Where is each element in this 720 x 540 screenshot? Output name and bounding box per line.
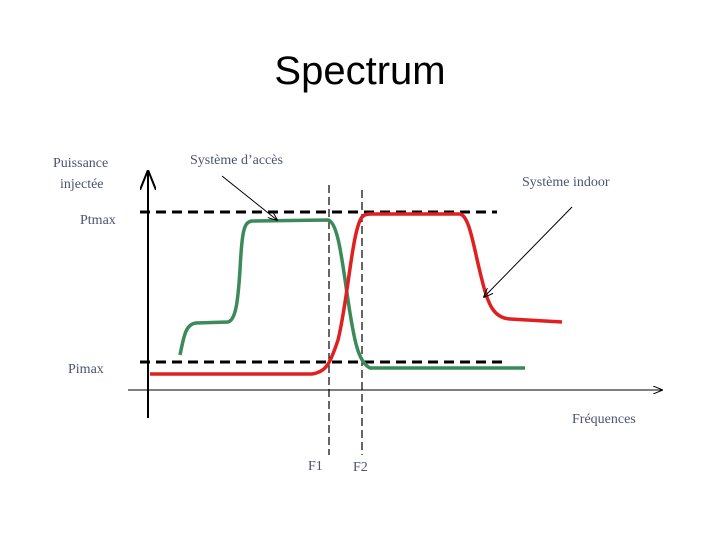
indoor-curve — [150, 212, 563, 376]
curve-label: Système indoor — [522, 175, 610, 190]
access-curve — [178, 218, 525, 370]
frequency-label: F2 — [353, 460, 368, 475]
slide-title: Spectrum — [274, 49, 445, 93]
frequency-label: F1 — [308, 459, 323, 474]
access-pointer — [221, 175, 277, 220]
level-label: Ptmax — [80, 213, 116, 228]
curve-label: Système d’accès — [190, 153, 283, 168]
x-axis-label: Fréquences — [572, 412, 636, 427]
level-label: Pimax — [68, 362, 104, 377]
y-axis-label: Puissance — [53, 156, 108, 171]
indoor-pointer — [484, 206, 573, 297]
y-axis-label: injectée — [60, 177, 104, 192]
